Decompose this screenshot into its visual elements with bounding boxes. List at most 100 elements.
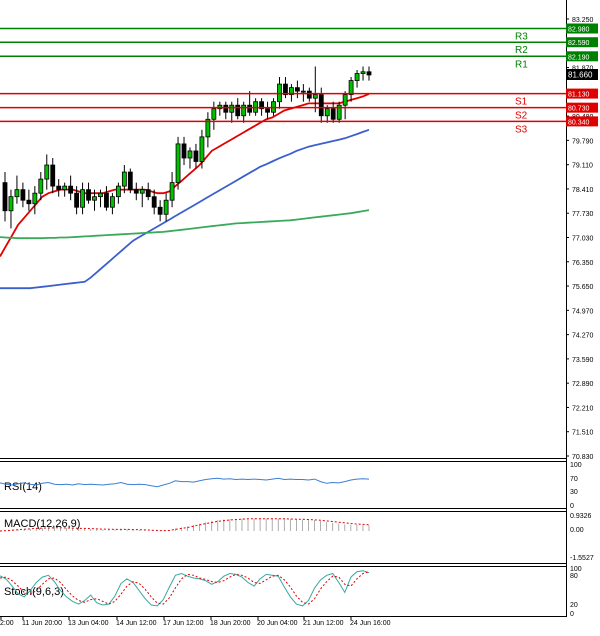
level-name: R3 bbox=[515, 32, 528, 43]
stoch-tick: 100 bbox=[570, 566, 582, 573]
rsi-tick: 0 bbox=[570, 503, 574, 510]
candle-body bbox=[121, 171, 127, 187]
time-tick-label: 24 Jun 16:00 bbox=[350, 620, 391, 627]
level-price-tag bbox=[566, 102, 598, 113]
level-price: 81.130 bbox=[568, 92, 590, 99]
candle-body bbox=[169, 182, 175, 201]
price-tick-label: 76.350 bbox=[572, 260, 594, 267]
rsi-tick: 30 bbox=[570, 489, 578, 496]
level-name: S2 bbox=[515, 111, 528, 122]
price-tick-label: 70.830 bbox=[572, 454, 594, 461]
candle-body bbox=[8, 196, 14, 212]
time-tick-label: 11 Jun 20:00 bbox=[22, 620, 62, 627]
rsi-tick: 70 bbox=[570, 476, 578, 483]
level-price-tag bbox=[566, 116, 598, 127]
stoch-tick: 20 bbox=[570, 602, 578, 609]
candle-body bbox=[44, 164, 50, 180]
macd-tick: 0.00 bbox=[570, 527, 584, 534]
price-tick-label: 75.650 bbox=[572, 284, 594, 291]
candle-body bbox=[20, 189, 26, 201]
candle-body bbox=[139, 189, 145, 194]
moving-average-line bbox=[0, 93, 370, 257]
candle-body bbox=[318, 94, 324, 117]
candle-body bbox=[175, 143, 181, 184]
candle-body bbox=[283, 83, 288, 96]
candle-body bbox=[223, 104, 229, 113]
candle-body bbox=[294, 87, 300, 92]
candle-body bbox=[235, 104, 241, 117]
candle-body bbox=[181, 143, 187, 159]
candle-body bbox=[324, 108, 330, 117]
rsi-tick: 100 bbox=[570, 462, 582, 469]
candle-body bbox=[342, 94, 348, 106]
candle-body bbox=[229, 104, 235, 113]
candle-body bbox=[211, 108, 217, 120]
time-tick-label: 2:00 bbox=[0, 620, 14, 627]
candle-body bbox=[265, 108, 270, 113]
candle-body bbox=[86, 189, 91, 201]
stoch-tick: 0 bbox=[570, 611, 574, 618]
candle-body bbox=[312, 94, 318, 99]
moving-averages bbox=[0, 93, 370, 290]
level-name: R2 bbox=[515, 45, 528, 56]
price-tick-label: 83.250 bbox=[572, 17, 594, 24]
candle-body bbox=[354, 73, 360, 81]
candle-body bbox=[187, 150, 193, 159]
time-tick-label: 20 Jun 04:00 bbox=[257, 620, 298, 627]
moving-average-line bbox=[0, 128, 370, 290]
current-price-tag bbox=[566, 69, 598, 80]
candle-body bbox=[205, 118, 211, 138]
macd-signal-line bbox=[0, 518, 370, 532]
price-tick-label: 79.110 bbox=[572, 163, 593, 170]
macd-panel: MACD(12,26,9) 0.9326 0.00 -1.5527 bbox=[4, 513, 594, 562]
candle-body bbox=[32, 192, 38, 205]
level-name: R1 bbox=[515, 59, 528, 70]
price-tick-label: 72.890 bbox=[572, 381, 594, 388]
indicator-plots bbox=[0, 477, 370, 607]
rsi-line bbox=[0, 477, 370, 488]
stoch-k-line bbox=[0, 570, 370, 607]
level-price: 82.190 bbox=[568, 54, 590, 61]
candle-body bbox=[2, 182, 8, 212]
candle-body bbox=[98, 192, 103, 198]
candle-body bbox=[151, 196, 157, 208]
candle-body bbox=[145, 189, 151, 198]
time-tick-label: 21 Jun 12:00 bbox=[303, 620, 344, 627]
candle-body bbox=[247, 104, 253, 113]
candle-body bbox=[330, 108, 336, 120]
candle-body bbox=[348, 80, 354, 96]
support-resistance-levels: R3 82.980 R2 82.590 R1 82.190 S1 81.130 S2 80.730… bbox=[0, 23, 598, 135]
price-tick-label: 73.590 bbox=[572, 357, 594, 364]
level-price-tag bbox=[566, 23, 598, 34]
time-tick-label: 17 Jun 12:00 bbox=[163, 620, 204, 627]
price-tick-label: 77.030 bbox=[572, 236, 594, 243]
candle-body bbox=[50, 164, 56, 187]
level-price: 82.980 bbox=[568, 27, 590, 34]
time-axis: 2:00 11 Jun 20:00 13 Jun 04:00 14 Jun 12:00… bbox=[0, 617, 391, 627]
candle-body bbox=[56, 185, 62, 191]
price-tick-label: 79.790 bbox=[572, 138, 594, 145]
candle-body bbox=[74, 192, 80, 208]
price-tick-label: 74.970 bbox=[572, 308, 594, 315]
time-tick-label: 14 Jun 12:00 bbox=[116, 620, 157, 627]
candle-body bbox=[14, 189, 20, 198]
candle-body bbox=[104, 192, 109, 208]
level-name: S1 bbox=[515, 97, 528, 108]
candle-body bbox=[300, 90, 306, 93]
price-tick-label: 72.210 bbox=[572, 405, 594, 412]
candle-body bbox=[127, 171, 133, 191]
price-tick-label: 77.730 bbox=[572, 211, 594, 218]
moving-average-line bbox=[0, 209, 370, 240]
candle-body bbox=[289, 87, 294, 96]
price-tick-label: 78.410 bbox=[572, 187, 594, 194]
candle-body bbox=[306, 90, 312, 99]
stoch-tick: 80 bbox=[570, 573, 578, 580]
candle-body bbox=[157, 206, 163, 215]
candle-body bbox=[110, 196, 115, 208]
level-price-tag bbox=[566, 37, 598, 48]
candle-body bbox=[360, 71, 366, 74]
candle-body bbox=[62, 185, 68, 191]
candle-body bbox=[366, 71, 372, 76]
